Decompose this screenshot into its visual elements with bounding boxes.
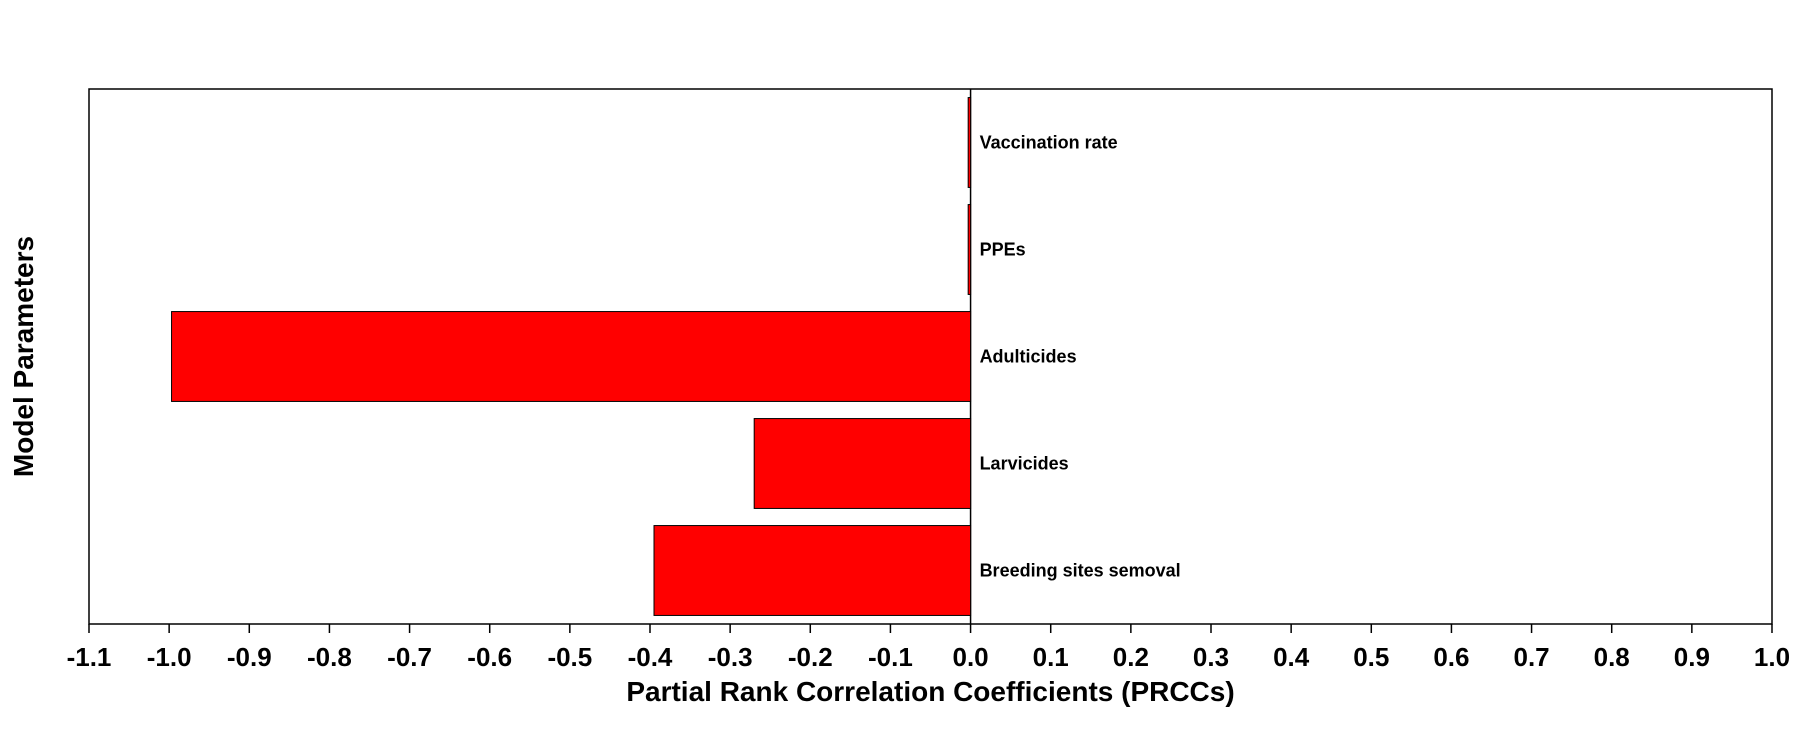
x-tick-label: -0.3 xyxy=(708,642,753,672)
bar-adulticides xyxy=(171,311,972,402)
x-tick-label: 0.9 xyxy=(1674,642,1710,672)
plot-frame xyxy=(88,88,1773,625)
x-tick-label: -1.1 xyxy=(67,642,112,672)
bar-label: Breeding sites semoval xyxy=(980,561,1181,581)
bar-labels-group: Vaccination rate PPEs Adulticides Larvicide… xyxy=(980,133,1181,581)
x-tick-label: -0.6 xyxy=(467,642,512,672)
x-tick-label: 0.0 xyxy=(952,642,988,672)
x-tick-label: -0.2 xyxy=(788,642,833,672)
x-tick-label: 1.0 xyxy=(1754,642,1790,672)
x-tick-label: -1.0 xyxy=(147,642,192,672)
y-axis-title: Model Parameters xyxy=(8,236,39,477)
x-tick-label: 0.6 xyxy=(1433,642,1469,672)
bars-group xyxy=(171,97,972,616)
x-tick-label: -0.5 xyxy=(547,642,592,672)
x-tick-label: 0.5 xyxy=(1353,642,1389,672)
x-axis-ticks: -1.1 -1.0 -0.9 -0.8 -0.7 -0.6 -0.5 -0.4 -0.3 -0.2… xyxy=(67,624,1790,672)
bar-larvicides xyxy=(753,418,972,509)
x-tick-label: -0.4 xyxy=(628,642,673,672)
bar-vaccination-rate xyxy=(967,97,972,188)
x-tick-label: -0.7 xyxy=(387,642,432,672)
bar-label: Adulticides xyxy=(980,347,1077,367)
x-tick-label: -0.8 xyxy=(307,642,352,672)
x-tick-label: 0.8 xyxy=(1594,642,1630,672)
x-axis-title: Partial Rank Correlation Coefficients (P… xyxy=(626,676,1234,707)
bar-label: Larvicides xyxy=(980,454,1069,474)
bar-ppes xyxy=(967,204,972,295)
bar-breeding-sites-semoval xyxy=(653,525,972,616)
bar-label: Vaccination rate xyxy=(980,133,1118,153)
x-tick-label: 0.7 xyxy=(1513,642,1549,672)
x-tick-label: -0.1 xyxy=(868,642,913,672)
x-tick-label: 0.4 xyxy=(1273,642,1310,672)
bar-label: PPEs xyxy=(980,240,1026,260)
x-tick-label: -0.9 xyxy=(227,642,272,672)
x-tick-label: 0.2 xyxy=(1113,642,1149,672)
x-tick-label: 0.1 xyxy=(1033,642,1069,672)
x-tick-label: 0.3 xyxy=(1193,642,1229,672)
